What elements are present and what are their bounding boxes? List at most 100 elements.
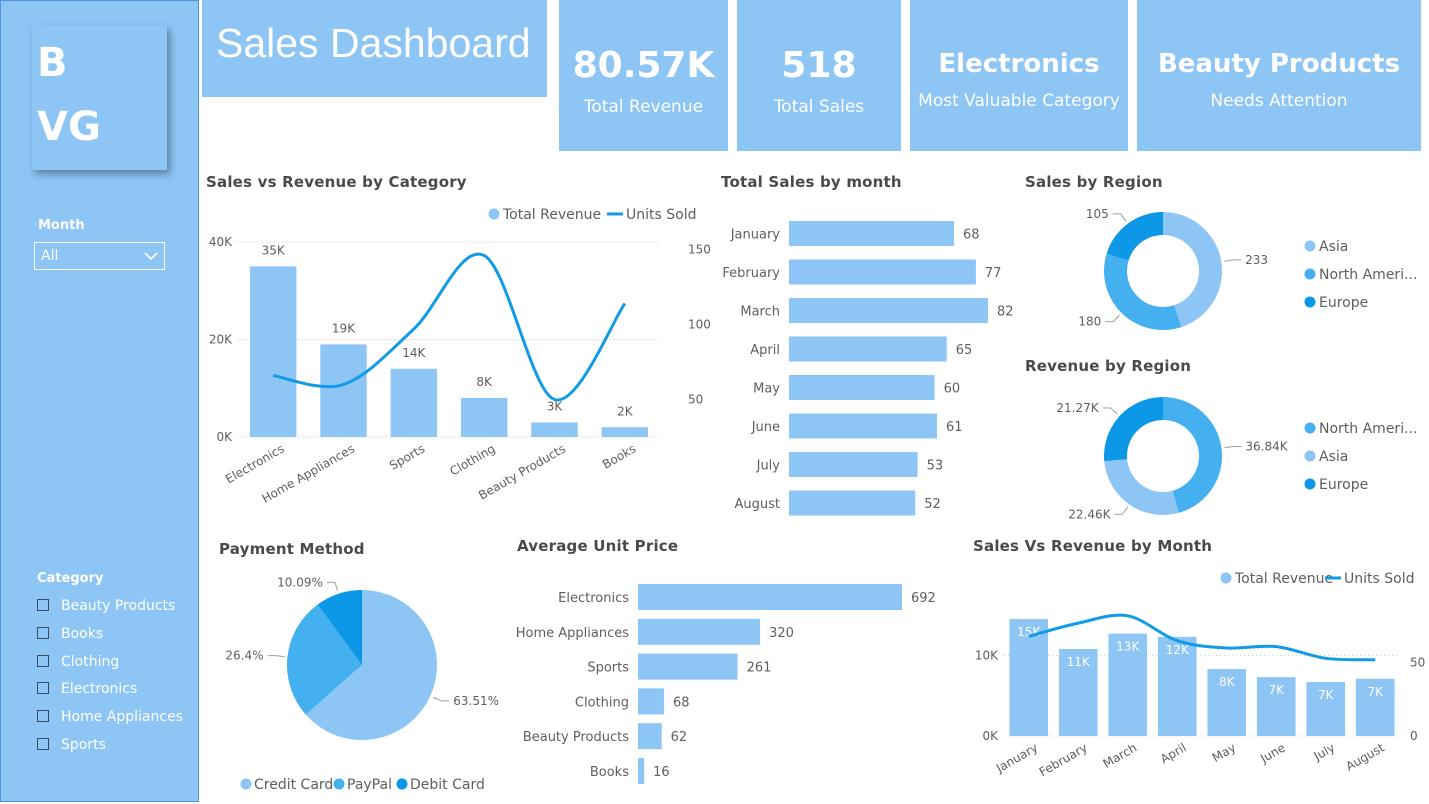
month-dropdown-value: All [41,248,59,264]
data-label: 8K [1219,675,1236,689]
category-option-label: Beauty Products [61,598,176,614]
legend-units-sold: Units Sold [1344,571,1414,587]
data-label: 21.27K [1056,401,1099,415]
x-axis-tick-label: Clothing [447,441,497,478]
slice [1104,253,1182,331]
data-label: 16 [653,765,670,780]
slice [1104,397,1163,462]
bar [460,398,508,437]
checkbox[interactable] [37,627,49,639]
chevron-down-icon [144,252,158,261]
legend-label: PayPal [347,777,392,793]
x-axis-tick-label: Books [600,441,638,471]
data-label: 63.51% [453,694,499,708]
bar [638,758,645,784]
y-axis-tick-label: Electronics [558,591,629,606]
data-label: 2K [617,404,634,418]
y-axis-tick-label: 10K [975,648,999,662]
data-label: 35K [262,243,286,257]
visual-title: Average Unit Price [517,537,679,555]
x-axis-tick-label: May [1210,740,1238,765]
bar [638,618,761,645]
data-label: 22.46K [1068,507,1111,521]
bar [1058,648,1098,736]
kpi-label: Needs Attention [1210,91,1348,111]
data-label: 60 [944,382,961,397]
kpi-total-revenue: 80.57K Total Revenue [559,0,728,151]
legend-units-sold: Units Sold [626,207,696,223]
legend-marker [1304,296,1316,308]
x-axis-tick-label: Electronics [223,441,287,486]
bar [789,336,947,362]
checkbox[interactable] [37,682,49,694]
month-dropdown[interactable]: All [34,242,165,270]
leader-line [1102,407,1118,415]
y-axis-tick-label: 0K [982,729,999,743]
bar [1009,619,1049,736]
data-label: 68 [673,695,690,710]
x-axis-tick-label: Sports [387,441,427,472]
kpi-total-sales: 518 Total Sales [737,0,901,151]
leader-line [1112,213,1127,222]
series-line-units-sold [272,252,627,402]
x-axis-tick-label: March [1101,740,1140,770]
data-label: 36.84K [1245,439,1288,453]
logo: B VG [32,25,167,170]
bar [789,259,976,285]
series-line-units-sold [1028,613,1376,662]
category-option-label: Books [61,626,104,642]
legend-label: North Ameri... [1319,421,1417,437]
y-axis-tick-label: Books [590,765,629,780]
checkbox[interactable] [37,710,49,722]
data-label: 26.4% [225,649,263,663]
y-axis-tick-label: July [756,459,781,474]
data-label: 11K [1067,655,1091,669]
y2-axis-tick-label: 100 [688,318,711,332]
kpi-label: Total Sales [773,97,865,117]
checkbox[interactable] [37,738,49,750]
category-option-label: Sports [61,737,106,753]
data-label: 180 [1078,315,1101,329]
data-label: 233 [1245,253,1268,267]
data-label: 52 [924,497,941,512]
title-card: Sales Dashboard [202,0,547,97]
data-label: 261 [747,661,772,676]
leader-line [432,696,450,702]
legend-label: Europe [1319,477,1368,493]
y-axis-tick-label: February [722,266,780,281]
legend-marker [1304,422,1316,434]
legend-label: Europe [1319,295,1368,311]
legend-marker [1304,240,1316,252]
legend-label: Credit Card [254,777,333,793]
bar [789,490,916,516]
bar [789,375,935,400]
bar [638,688,664,715]
y-axis-tick-label: Sports [587,661,629,676]
data-label: 8K [476,375,493,389]
y-axis-tick-label: Beauty Products [523,730,629,745]
y-axis-tick-label: Clothing [575,695,629,710]
y-axis-tick-label: Home Appliances [516,626,629,641]
page-title: Sales Dashboard [216,20,531,66]
checkbox[interactable] [37,599,49,611]
bar [601,427,649,437]
data-label: 53 [927,459,944,474]
checkbox[interactable] [37,655,49,667]
leader-line [326,581,339,592]
bar [638,653,738,680]
slice [1163,212,1222,328]
x-axis-tick-label: April [1158,740,1189,766]
x-axis-tick-label: February [1037,740,1090,779]
data-label: 7K [1367,685,1384,699]
visual-title: Payment Method [219,540,365,558]
bar [1207,669,1247,736]
leader-line [1224,259,1242,262]
legend-total-revenue: Total Revenue [502,207,601,223]
leader-line [1114,506,1129,515]
legend-total-revenue: Total Revenue [1234,571,1333,587]
slice [286,604,362,715]
data-label: 3K [547,399,564,413]
data-label: 7K [1268,683,1285,697]
legend-label: Asia [1319,239,1348,255]
